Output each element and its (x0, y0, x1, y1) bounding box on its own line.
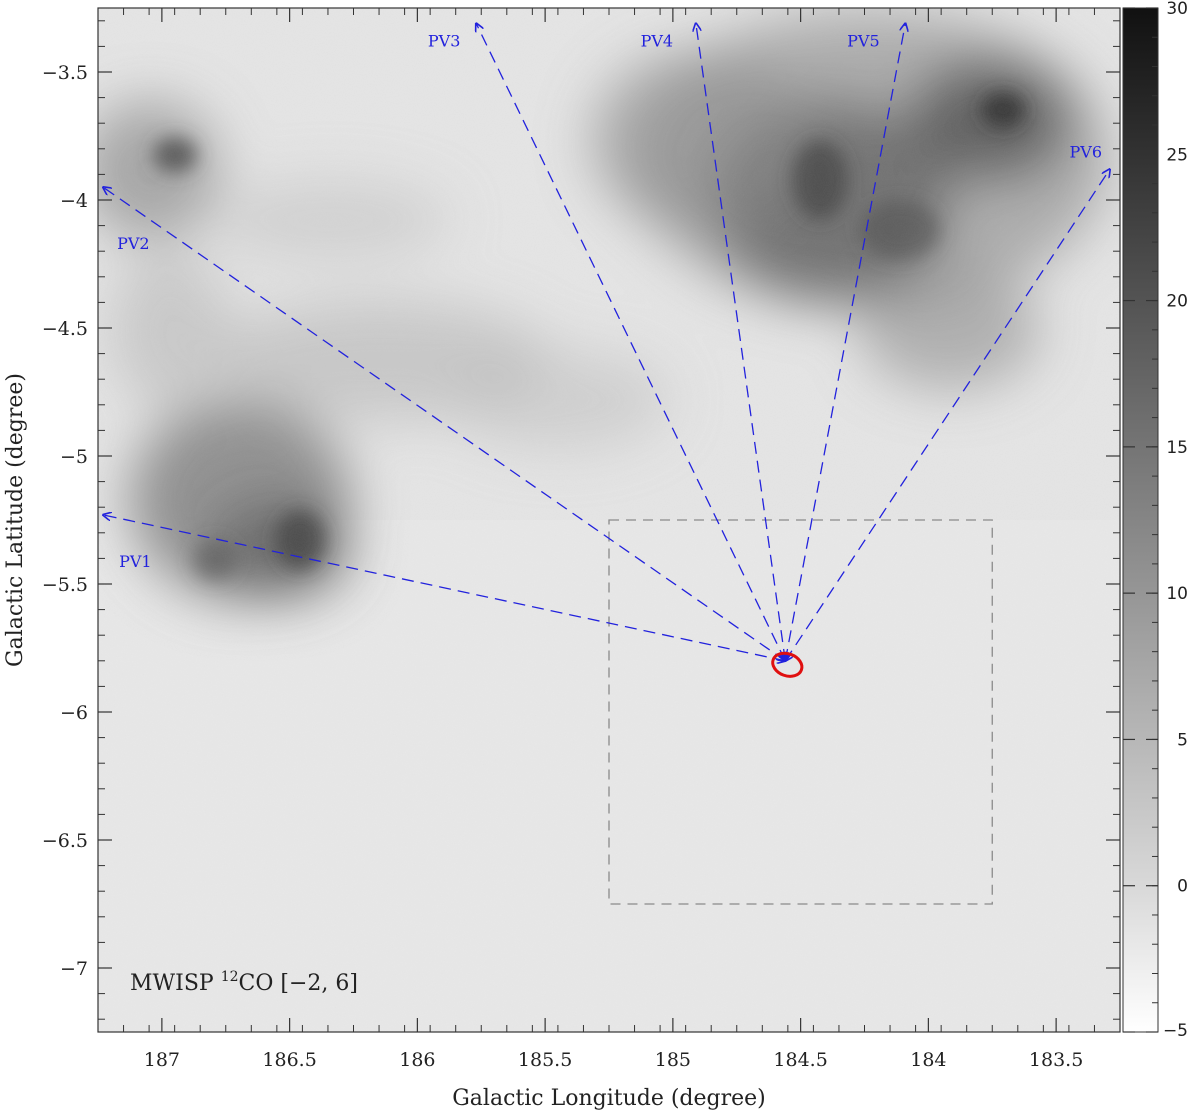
annotation-isotope: 12 (221, 969, 239, 985)
pv-cuts: PV1 PV2 PV3 PV4 PV5 PV6 (103, 23, 1110, 660)
y-tick-label: −5 (60, 446, 88, 468)
pv-cut-label: PV1 (119, 552, 152, 571)
x-axis: 187 186.5 186 185.5 185 184.5 184 183.5 (97, 8, 1121, 1071)
colorbar-tick-label: −5 (1163, 1021, 1188, 1041)
y-tick-label: −5.5 (42, 574, 88, 596)
colorbar-tick-label: 10 (1166, 584, 1188, 604)
colorbar-gradient (1122, 7, 1159, 1033)
x-tick-label: 183.5 (1029, 1049, 1083, 1071)
x-tick-label: 187 (144, 1049, 180, 1071)
x-tick-label: 186.5 (262, 1049, 316, 1071)
pv-cut-label: PV2 (117, 234, 150, 253)
y-tick-label: −4 (60, 190, 88, 212)
y-tick-label: −6.5 (42, 830, 88, 852)
source-marker (771, 651, 804, 678)
y-tick-label: −6 (60, 702, 88, 724)
colorbar-tick-label: 15 (1166, 438, 1188, 458)
x-tick-label: 184.5 (773, 1049, 827, 1071)
pv-cut-label: PV5 (847, 31, 880, 50)
colorbar-tick-label: 5 (1177, 730, 1188, 750)
y-axis: −3.5 −4 −4.5 −5 −5.5 −6 −6.5 −7 (42, 20, 1120, 1020)
x-tick-label: 184 (910, 1049, 946, 1071)
x-axis-title: Galactic Longitude (degree) (452, 1086, 766, 1111)
annotation-range: CO [−2, 6] (239, 971, 358, 996)
colorbar-tick-label: 25 (1166, 145, 1188, 165)
pv-cut-line (696, 23, 785, 660)
pv-cut-label: PV6 (1070, 142, 1103, 161)
colorbar-ticks: 30 25 20 15 10 5 0 −5 (1123, 0, 1188, 1041)
pv-cut-line (785, 169, 1109, 661)
x-tick-label: 185.5 (518, 1049, 572, 1071)
colorbar: 30 25 20 15 10 5 0 −5 (1122, 0, 1188, 1041)
colorbar-tick-label: 30 (1166, 0, 1188, 19)
co-intensity-map (98, 8, 1120, 1032)
y-axis-title: Galactic Latitude (degree) (3, 373, 28, 667)
y-tick-label: −3.5 (42, 62, 88, 84)
x-tick-label: 186 (399, 1049, 435, 1071)
map-annotation: MWISP 12CO [−2, 6] (130, 969, 358, 996)
annotation-prefix: MWISP (130, 971, 221, 996)
x-tick-label: 185 (655, 1049, 691, 1071)
y-tick-label: −4.5 (42, 318, 88, 340)
pv-cut-label: PV4 (641, 31, 674, 50)
colorbar-tick-label: 20 (1166, 292, 1188, 312)
y-tick-label: −7 (60, 958, 88, 980)
colorbar-tick-label: 0 (1177, 877, 1188, 897)
pv-cut-label: PV3 (428, 31, 461, 50)
